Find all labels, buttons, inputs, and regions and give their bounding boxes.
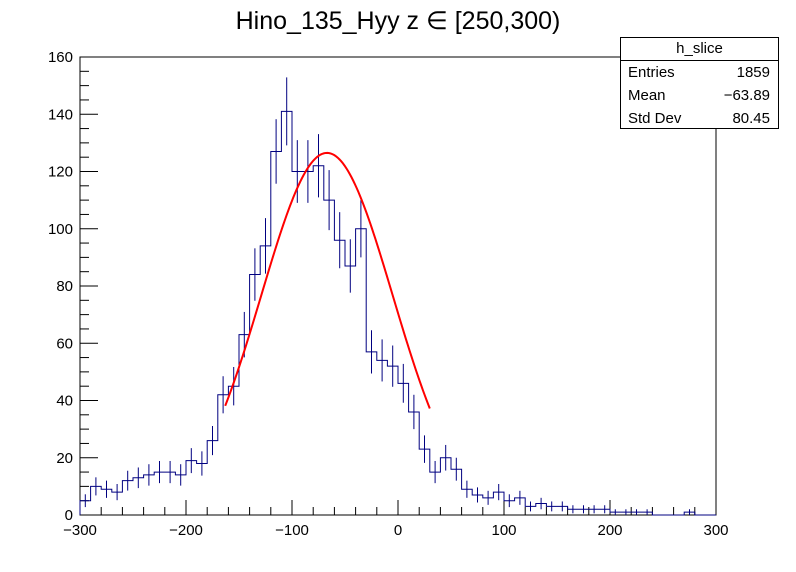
y-tick-label: 120	[48, 164, 73, 181]
x-tick-label: −200	[169, 522, 203, 539]
y-tick-label: 20	[56, 450, 73, 467]
stats-row-mean: Mean −63.89	[621, 84, 778, 107]
y-tick-label: 100	[48, 221, 73, 238]
y-tick-label: 40	[56, 393, 73, 410]
y-tick-label: 60	[56, 335, 73, 352]
chart-title: Hino_135_Hyy z ∈ [250,300)	[235, 7, 561, 35]
stats-box-title: h_slice	[621, 38, 778, 61]
stats-label-mean: Mean	[628, 87, 666, 104]
x-tick-label: −100	[275, 522, 309, 539]
y-tick-label: 80	[56, 278, 73, 295]
stats-row-stddev: Std Dev 80.45	[621, 107, 778, 130]
x-tick-label: 0	[394, 522, 402, 539]
x-tick-label: 200	[597, 522, 622, 539]
y-tick-label: 160	[48, 49, 73, 66]
stats-value-mean: −63.89	[723, 87, 770, 104]
x-tick-label: 100	[491, 522, 516, 539]
x-tick-label: −300	[63, 522, 97, 539]
stats-value-stddev: 80.45	[732, 110, 770, 127]
gaussian-fit-curve	[224, 151, 431, 409]
stats-box: h_slice Entries 1859 Mean −63.89 Std Dev…	[620, 37, 779, 129]
y-tick-label: 0	[65, 507, 73, 524]
histogram-outline	[79, 110, 716, 516]
stats-value-entries: 1859	[736, 64, 770, 81]
stats-label-entries: Entries	[628, 64, 675, 81]
y-tick-label: 140	[48, 106, 73, 123]
x-tick-label: 300	[703, 522, 728, 539]
stats-row-entries: Entries 1859	[621, 61, 778, 84]
stats-label-stddev: Std Dev	[628, 110, 682, 127]
